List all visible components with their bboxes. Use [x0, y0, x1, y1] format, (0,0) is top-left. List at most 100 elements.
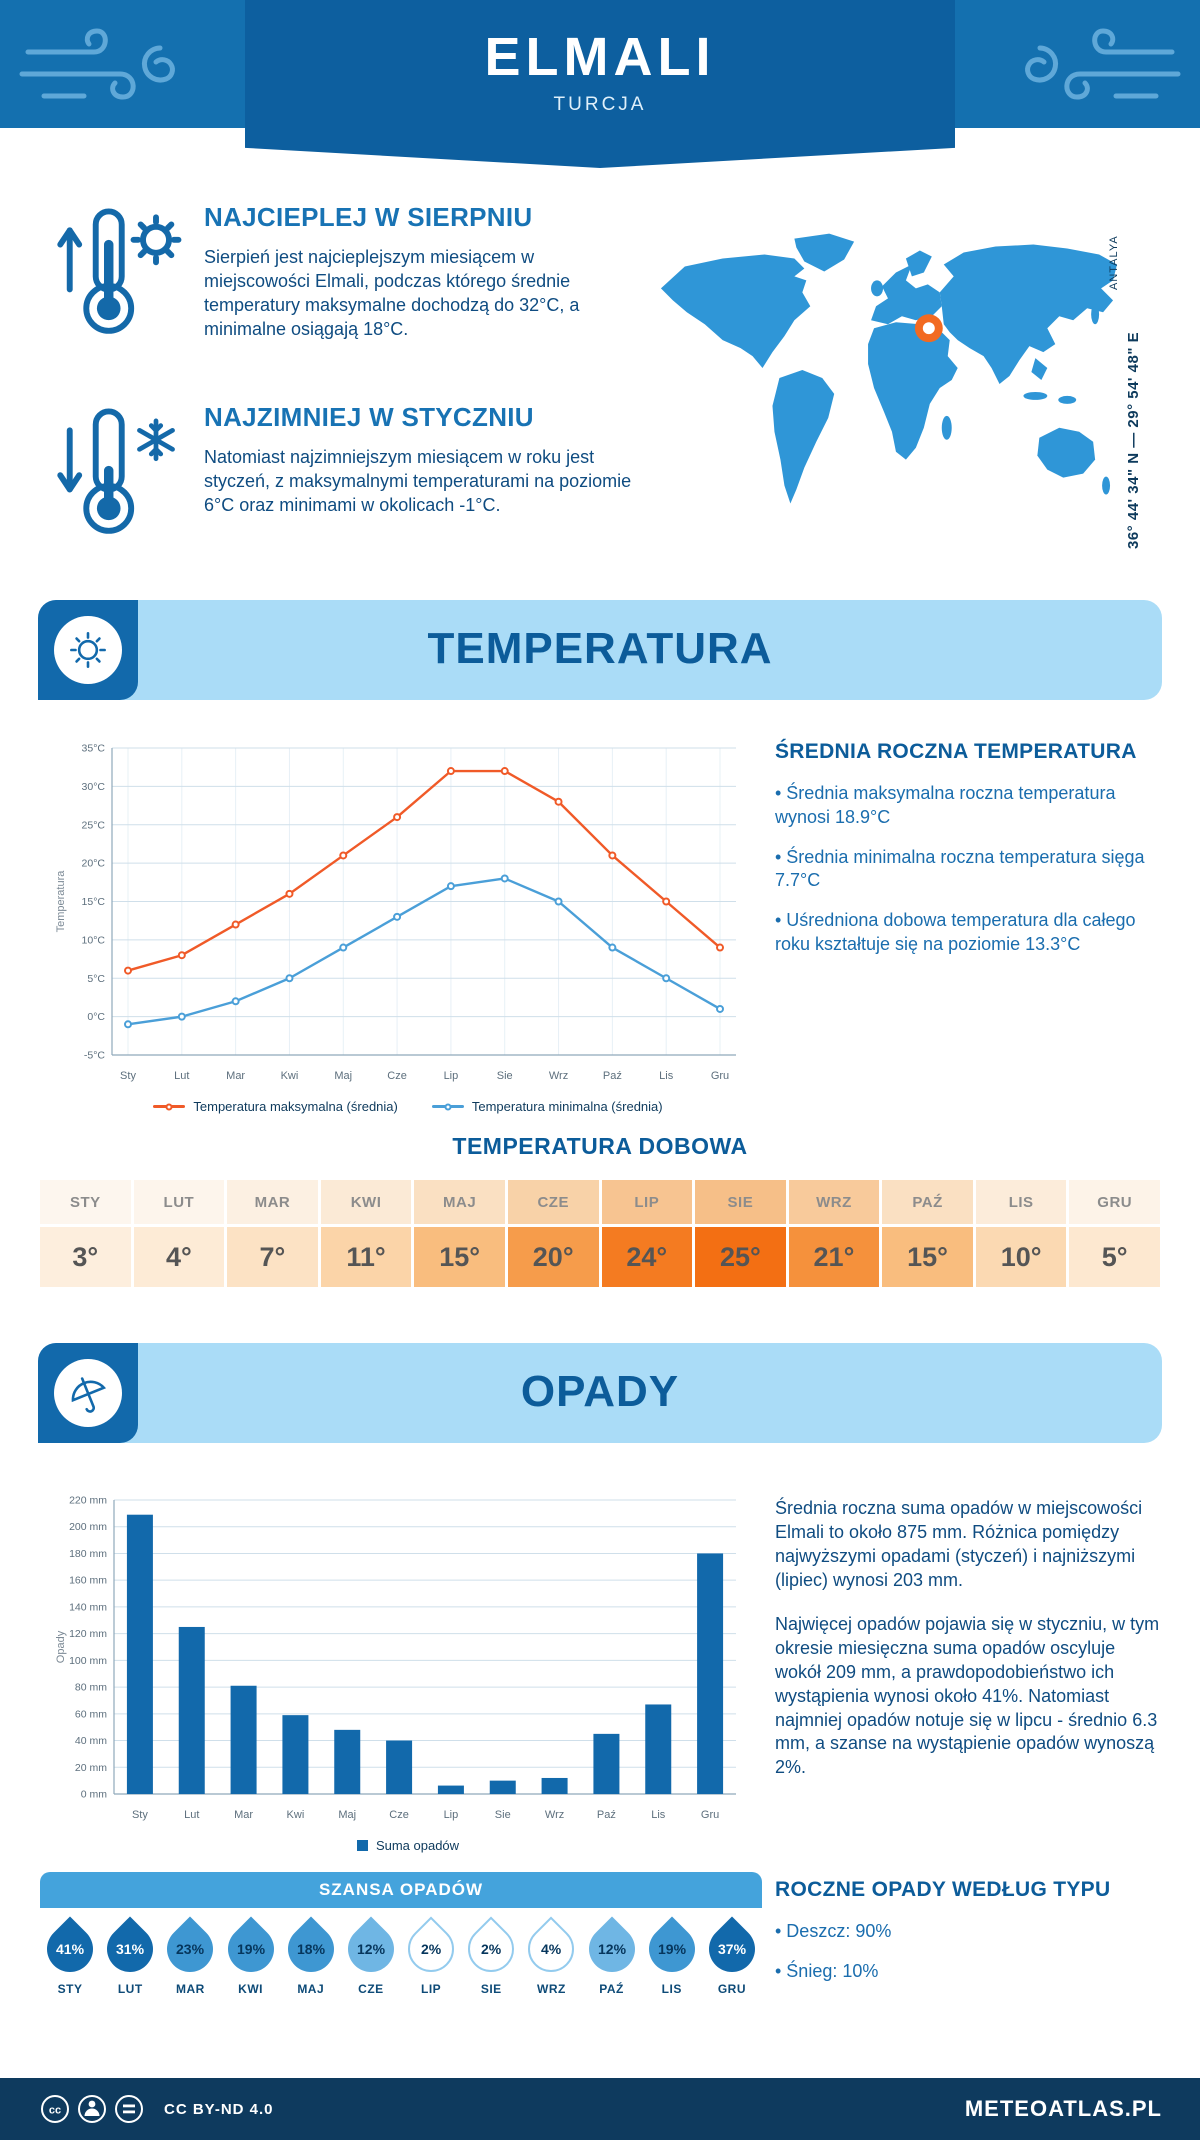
precipitation-summary: Średnia roczna suma opadów w miejscowośc…: [775, 1497, 1165, 1800]
daily-temp-month: KWI: [320, 1180, 412, 1224]
daily-temp-value: 24°: [601, 1227, 693, 1287]
svg-text:80 mm: 80 mm: [75, 1682, 107, 1694]
precip-chance-month: GRU: [717, 1982, 746, 1996]
svg-text:120 mm: 120 mm: [69, 1628, 107, 1640]
cc-license-icons: cc: [41, 2095, 143, 2123]
highlight-paragraph: Natomiast najzimniejszym miesiącem w rok…: [204, 447, 632, 516]
legend-dot: [165, 1103, 173, 1110]
svg-text:100 mm: 100 mm: [69, 1655, 107, 1667]
header-title-block: ELMALI TURCJA: [245, 0, 955, 168]
legend-item: Suma opadów: [356, 1838, 459, 1853]
svg-text:Opady: Opady: [55, 1630, 67, 1663]
region-label: ANTALYA: [1108, 235, 1120, 290]
precip-chance-month: STY: [57, 1982, 83, 1996]
svg-text:Lut: Lut: [184, 1809, 199, 1821]
temp-chart-legend: Temperatura maksymalna (średnia) Temperat…: [52, 1099, 764, 1114]
daily-temp-month: GRU: [1069, 1180, 1160, 1224]
daily-temp-value: 25°: [695, 1227, 786, 1287]
daily-temp-month: MAJ: [414, 1180, 505, 1224]
temperature-summary-title: ŚREDNIA ROCZNA TEMPERATURA: [775, 740, 1137, 763]
precipitation-chance-block: SZANSA OPADÓW 41% STY 31% LUT 23% MAR 19% KWI 18…: [37, 1872, 765, 1996]
svg-text:60 mm: 60 mm: [75, 1708, 107, 1720]
precip-chance-month: PAŹ: [599, 1982, 624, 1996]
precip-chance-value: 19%: [657, 1941, 686, 1957]
temperature-badge: [38, 600, 138, 700]
temperature-summary-bullet: • Średnia maksymalna roczna temperatura …: [775, 783, 1116, 827]
wind-icon: [1025, 28, 1181, 100]
precip-chance-value: 2%: [481, 1940, 502, 1957]
svg-text:Sty: Sty: [132, 1809, 148, 1821]
precipitation-badge: [38, 1343, 138, 1443]
legend-dot: [444, 1103, 452, 1110]
legend-item: Temperatura minimalna (średnia): [431, 1099, 663, 1114]
raindrop-icon: 12%: [338, 1916, 404, 1982]
svg-text:0°C: 0°C: [87, 1011, 105, 1023]
precipitation-type-block: ROCZNE OPADY WEDŁUG TYPU • Deszcz: 90% •…: [775, 1878, 1165, 2000]
brand-label: METEOATLAS.PL: [964, 2096, 1162, 2121]
svg-text:Cze: Cze: [389, 1809, 409, 1821]
precip-chance-value: 12%: [356, 1941, 385, 1957]
svg-text:Kwi: Kwi: [287, 1809, 305, 1821]
precipitation-section-title: OPADY: [520, 1367, 680, 1416]
svg-text:Lip: Lip: [444, 1809, 459, 1821]
svg-text:0 mm: 0 mm: [81, 1789, 108, 1801]
svg-text:180 mm: 180 mm: [69, 1548, 107, 1560]
temperature-section-title: TEMPERATURA: [427, 624, 773, 673]
droplet-row: 41% STY 31% LUT 23% MAR 19% KWI 18% MAJ 12% CZE 2% LI…: [37, 1908, 765, 1996]
wind-icon: [19, 28, 175, 100]
svg-text:Cze: Cze: [387, 1070, 407, 1082]
temperature-summary-bullet: • Uśredniona dobowa temperatura dla całe…: [775, 910, 1136, 954]
thermometer-warm-icon: [57, 208, 182, 334]
svg-text:Kwi: Kwi: [281, 1070, 299, 1082]
legend-item: Temperatura maksymalna (średnia): [153, 1099, 398, 1114]
precipitation-type-bullet: • Śnieg: 10%: [775, 1960, 879, 1981]
license-label: CC BY-ND 4.0: [164, 2100, 274, 2118]
svg-text:Gru: Gru: [711, 1070, 729, 1082]
daily-temp-month: LIP: [601, 1180, 693, 1224]
raindrop-icon: 37%: [699, 1916, 765, 1982]
precip-chance-value: 23%: [176, 1941, 205, 1957]
daily-temp-value: 15°: [882, 1227, 973, 1287]
precip-chance-value: 37%: [717, 1941, 746, 1957]
legend-label: Temperatura minimalna (średnia): [471, 1099, 663, 1114]
precip-chance-month: SIE: [480, 1982, 502, 1996]
location-marker-icon: [914, 314, 943, 343]
raindrop-icon: 2%: [458, 1916, 524, 1982]
country-subtitle: TURCJA: [553, 94, 647, 115]
daily-temp-month: STY: [40, 1180, 131, 1224]
daily-temp-value: 4°: [133, 1227, 225, 1287]
daily-temp-month: LIS: [975, 1180, 1067, 1224]
legend-label: Temperatura maksymalna (średnia): [193, 1099, 398, 1114]
highlight-paragraph: Sierpień jest najcieplejszym miesiącem w…: [204, 247, 580, 340]
precip-chance-value: 2%: [420, 1940, 442, 1957]
precip-chance-cell: 12% PAŹ: [579, 1912, 645, 1996]
precip-chance-value: 12%: [597, 1941, 626, 1957]
daily-temp-value: 21°: [788, 1227, 880, 1287]
svg-text:200 mm: 200 mm: [69, 1521, 107, 1533]
daily-temp-header-row: STY LUT MAR KWI MAJ CZE LIP SIE WRZ PAŹ LIS GRU: [40, 1180, 1160, 1224]
precip-chance-cell: 37% GRU: [699, 1912, 765, 1996]
daily-temp-month: WRZ: [788, 1180, 880, 1224]
temperature-summary: ŚREDNIA ROCZNA TEMPERATURA • Średnia mak…: [775, 740, 1165, 973]
precip-chance-cell: 2% SIE: [458, 1912, 524, 1996]
highlight-coldest-text: NAJZIMNIEJ W STYCZNIU Natomiast najzimni…: [204, 402, 634, 544]
precip-chance-value: 41%: [56, 1941, 85, 1957]
precipitation-section-banner: OPADY: [38, 1343, 1162, 1443]
cc-logo-icon: cc: [41, 2095, 69, 2123]
thermometer-cold-icon: [57, 408, 175, 534]
raindrop-icon: 19%: [639, 1916, 705, 1982]
svg-text:Maj: Maj: [334, 1070, 352, 1082]
svg-text:cc: cc: [49, 2105, 61, 2117]
precip-chance-cell: 18% MAJ: [278, 1912, 344, 1996]
page-title: ELMALI: [484, 27, 716, 87]
daily-temperature-title: TEMPERATURA DOBOWA: [452, 1133, 748, 1159]
highlight-warmest-text: NAJCIEPLEJ W SIERPNIU Sierpień jest najc…: [204, 202, 634, 344]
svg-text:35°C: 35°C: [82, 743, 106, 755]
daily-temp-value: 7°: [227, 1227, 318, 1287]
temperature-section-banner: TEMPERATURA: [38, 600, 1162, 700]
precipitation-chart-block: 0 mm 20 mm 40 mm 60 mm 80 mm 100 mm 120 mm 140 …: [52, 1490, 764, 1853]
svg-text:20°C: 20°C: [82, 858, 106, 870]
svg-text:Lut: Lut: [174, 1070, 189, 1082]
svg-text:Temperatura: Temperatura: [55, 870, 67, 933]
